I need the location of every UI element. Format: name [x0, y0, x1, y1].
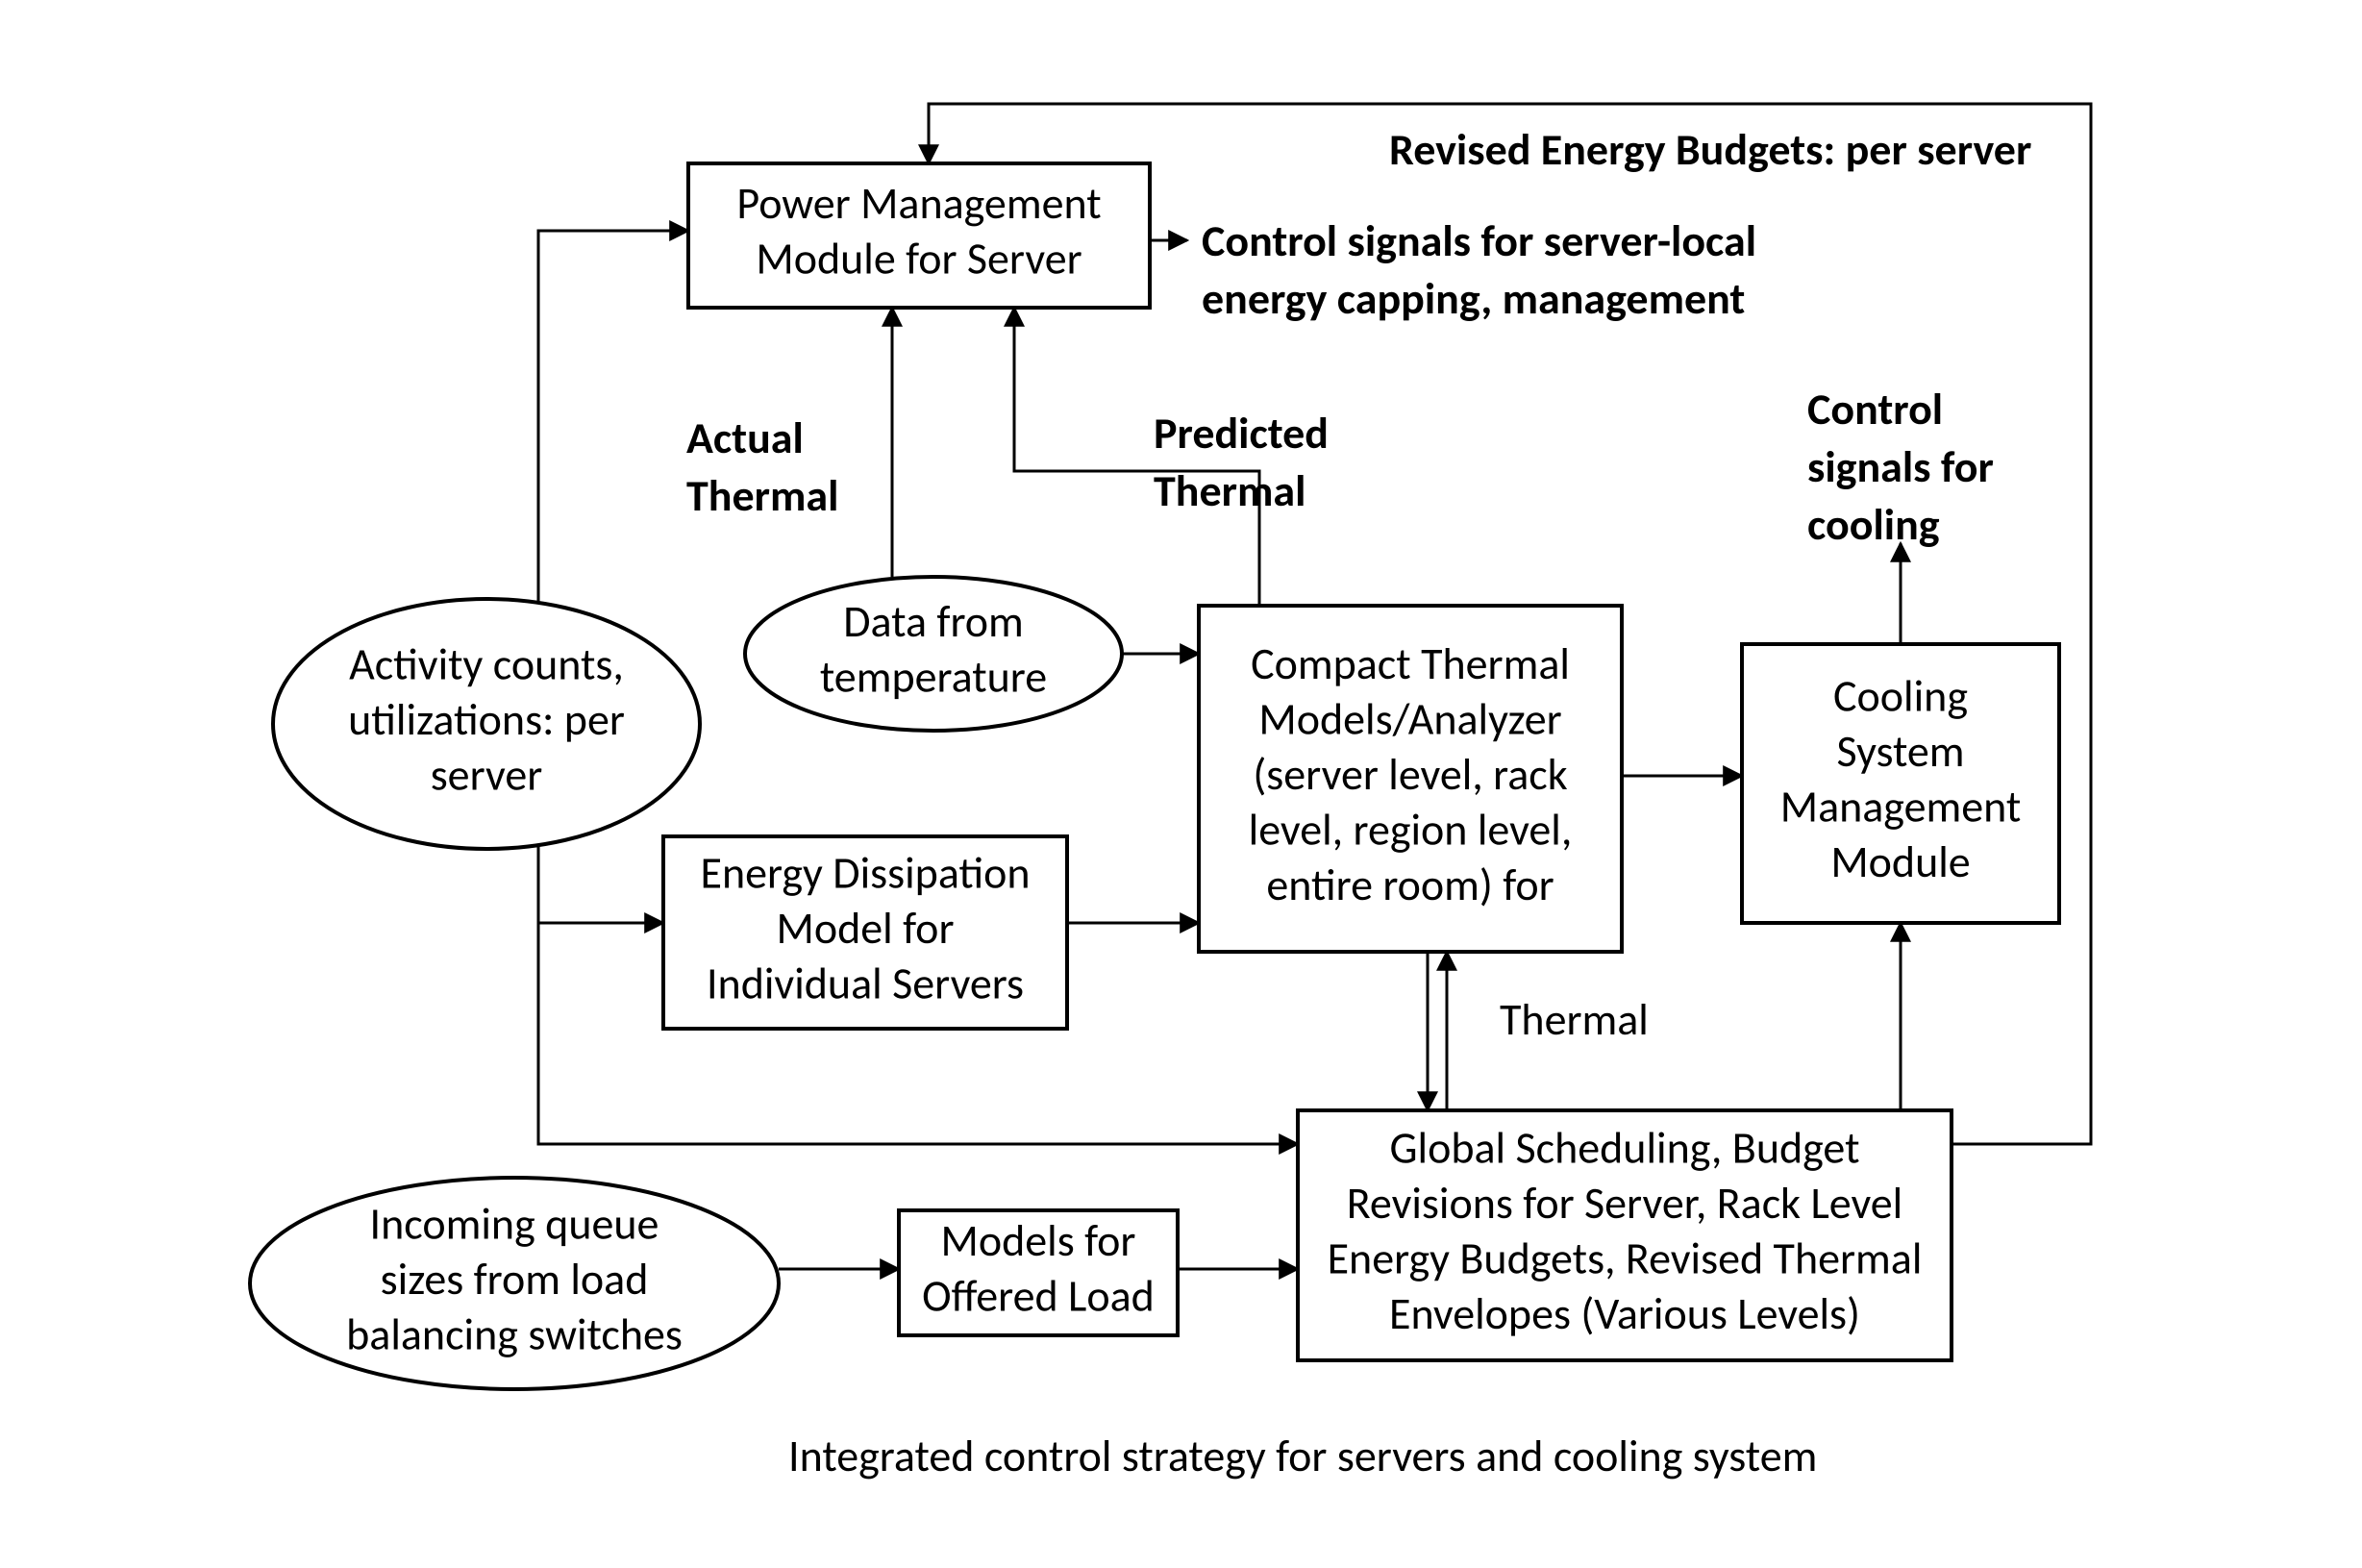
edge-label-control_signals_server_l2: energy capping, management [1202, 272, 1745, 326]
edge-label-control_cooling_l2: signals for [1807, 440, 1994, 494]
node-activity_counts-label-0: Activity counts, [349, 637, 624, 691]
node-global_sched: Global Scheduling, BudgetRevisions for S… [1298, 1110, 1952, 1360]
edge-label-thermal_plain: Thermal [1500, 993, 1649, 1047]
node-activity_counts: Activity counts,utilizations: perserver [273, 599, 700, 849]
node-activity_counts-label-1: utilizations: per [348, 693, 625, 747]
node-global_sched-label-0: Global Scheduling, Budget [1390, 1122, 1860, 1176]
node-power_mgmt: Power ManagementModule for Server [688, 163, 1150, 308]
node-thermal_models-label-3: level, region level, [1249, 803, 1573, 857]
edge-label-predicted_thermal_l2: Thermal [1154, 464, 1305, 518]
node-incoming_queue-label-1: sizes from load [381, 1253, 649, 1307]
node-cooling_mgmt-label-2: Management [1780, 781, 2022, 834]
node-thermal_models: Compact ThermalModels/Analyzer(server le… [1199, 606, 1622, 952]
node-temp_sensors-label-1: temperature [820, 651, 1047, 705]
node-offered_load: Models forOffered Load [899, 1210, 1178, 1335]
edge-label-actual_thermal_l2: Thermal [686, 469, 838, 523]
node-activity_counts-label-2: server [431, 748, 543, 802]
node-thermal_models-label-1: Models/Analyzer [1258, 692, 1561, 746]
node-offered_load-label-1: Offered Load [922, 1270, 1155, 1324]
node-power_mgmt-label-0: Power Management [736, 177, 1101, 231]
edge-activity_counts-energy_dissipation [538, 846, 663, 923]
node-incoming_queue-label-0: Incoming queue [370, 1197, 659, 1251]
node-energy_dissipation-label-1: Model for [777, 902, 955, 956]
node-energy_dissipation: Energy DissipationModel forIndividual Se… [663, 836, 1067, 1029]
node-incoming_queue-label-2: balancing switches [346, 1307, 683, 1361]
flowchart-diagram: Power ManagementModule for Server Compact… [0, 0, 2362, 1568]
nodes-group: Power ManagementModule for Server Compact… [250, 163, 2059, 1389]
diagram-caption: Integrated control strategy for servers … [788, 1430, 1817, 1483]
node-cooling_mgmt-label-0: Cooling [1833, 670, 1968, 724]
node-temp_sensors: Data fromtemperature [745, 577, 1122, 731]
node-energy_dissipation-label-2: Individual Servers [707, 957, 1024, 1010]
node-power_mgmt-label-1: Module for Server [756, 233, 1082, 286]
edge-label-actual_thermal_l1: Actual [686, 411, 804, 465]
node-offered_load-label-0: Models for [941, 1214, 1136, 1268]
node-temp_sensors-label-0: Data from [843, 595, 1024, 649]
edge-label-control_cooling_l3: cooling [1807, 498, 1940, 552]
node-global_sched-label-2: Energy Budgets, Revised Thermal [1328, 1232, 1923, 1286]
edge-label-control_cooling_l1: Control [1807, 383, 1943, 436]
node-energy_dissipation-label-0: Energy Dissipation [700, 846, 1030, 900]
node-thermal_models-label-2: (server level, rack [1253, 748, 1567, 802]
node-global_sched-label-3: Envelopes (Various Levels) [1389, 1287, 1860, 1341]
node-incoming_queue: Incoming queuesizes from loadbalancing s… [250, 1178, 779, 1389]
node-global_sched-label-1: Revisions for Server, Rack Level [1347, 1177, 1903, 1231]
edge-label-revised_budgets: Revised Energy Budgets: per server [1389, 123, 2031, 177]
node-cooling_mgmt-label-3: Module [1830, 835, 1970, 889]
node-cooling_mgmt-label-1: System [1837, 725, 1965, 779]
node-thermal_models-label-0: Compact Thermal [1251, 637, 1570, 691]
node-cooling_mgmt: CoolingSystemManagementModule [1742, 644, 2059, 923]
edge-activity_counts-power_mgmt [538, 231, 688, 602]
node-thermal_models-label-4: entire room) for [1266, 859, 1554, 912]
edge-label-control_signals_server_l1: Control signals for server-local [1202, 214, 1756, 268]
edge-label-predicted_thermal_l1: Predicted [1154, 407, 1329, 460]
